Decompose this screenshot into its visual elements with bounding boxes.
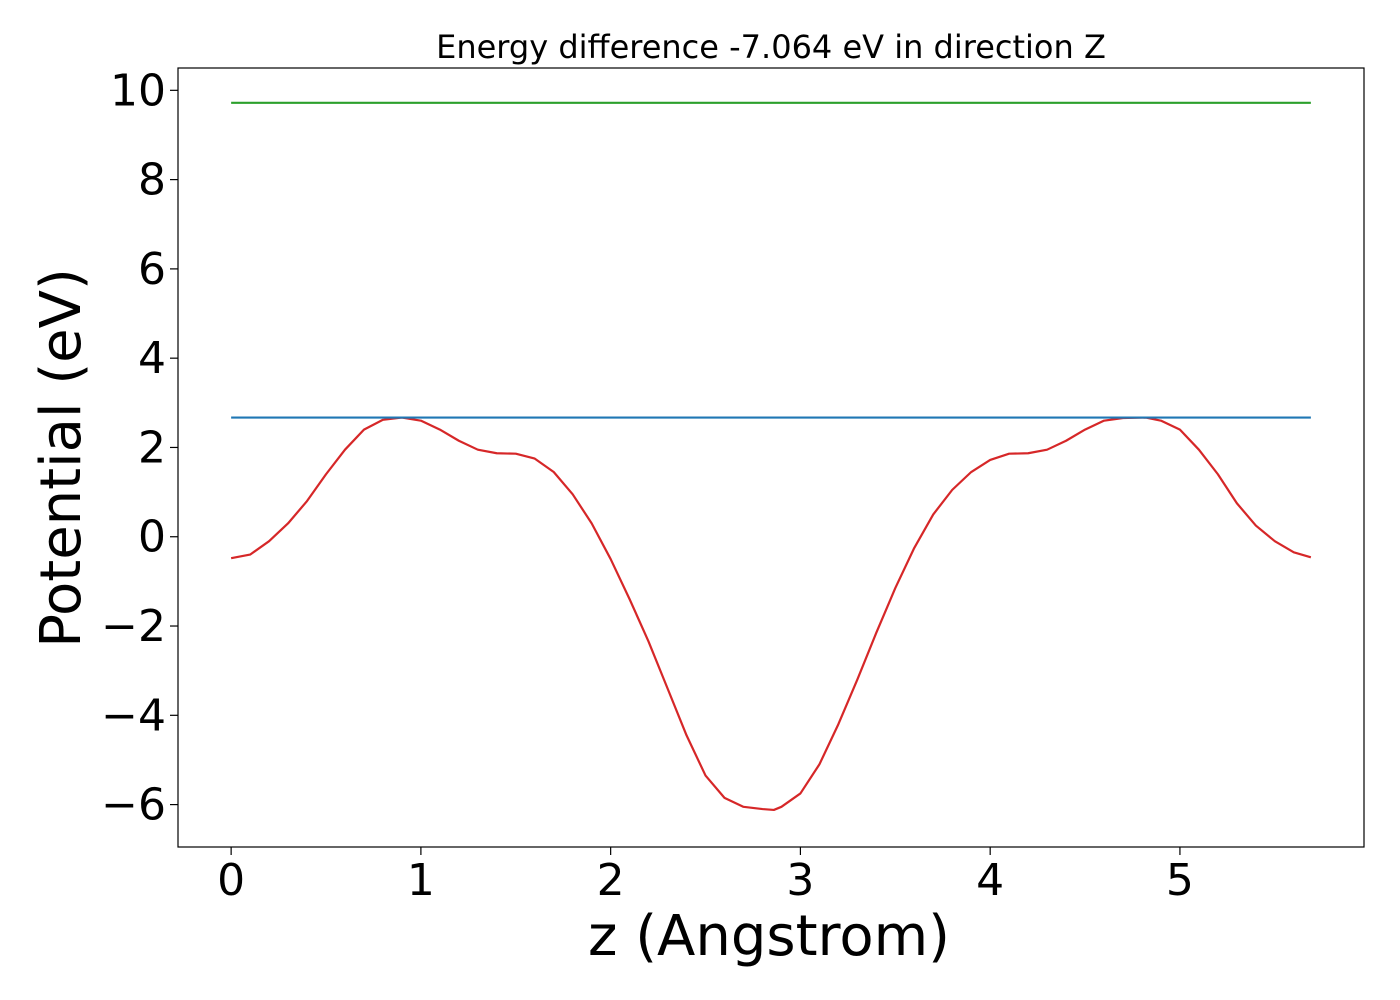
chart-title: Energy difference -7.064 eV in direction… [436,28,1106,66]
series-line-0 [230,416,1312,812]
x-axis-label: z (Angstrom) [588,904,950,969]
x-tick-label: 1 [407,855,435,906]
y-tick-label: 2 [138,422,166,473]
y-tick-label: 10 [110,65,166,116]
axes-frame [177,67,1365,848]
y-tick-label: 6 [138,244,166,295]
y-axis-label: Potential (eV) [29,268,94,648]
x-tick-label: 2 [597,855,625,906]
y-tick-label: −6 [101,780,166,831]
y-axis: 10 8 6 4 2 0 −2 −4 −6 [101,65,178,831]
y-tick-label: 0 [138,512,166,563]
x-tick-label: 3 [786,855,814,906]
x-tick-label: 4 [976,855,1004,906]
x-tick-label: 5 [1166,855,1194,906]
x-tick-label: 0 [217,855,245,906]
plot-area [230,101,1312,812]
y-tick-label: 8 [138,155,166,206]
x-axis: 0 1 2 3 4 5 [217,847,1194,906]
y-tick-label: 4 [138,333,166,384]
y-tick-label: −4 [101,690,166,741]
y-tick-label: −2 [101,601,166,652]
